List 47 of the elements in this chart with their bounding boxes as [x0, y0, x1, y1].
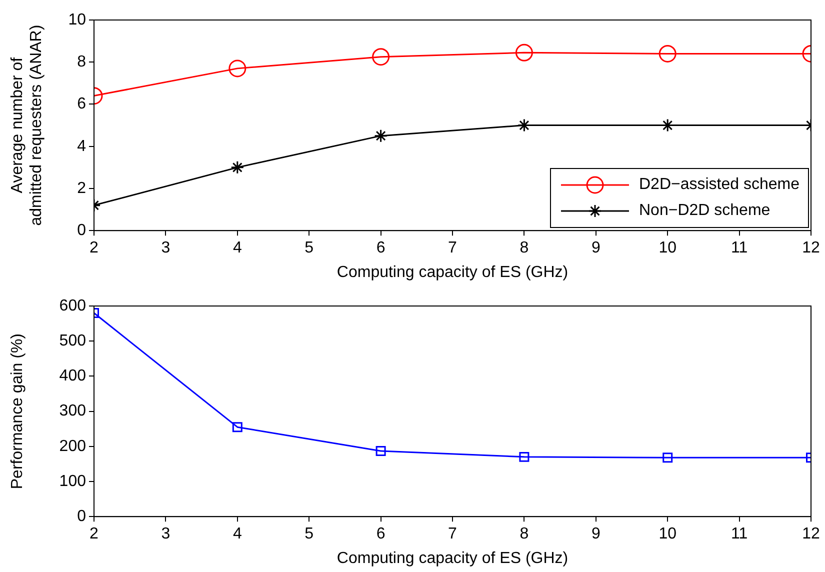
point: [515, 44, 533, 62]
y-tick-label: 300: [59, 402, 86, 420]
x-tick-label: 2: [90, 240, 99, 257]
y-tick-label: 4: [77, 138, 86, 155]
x-tick-label: 9: [591, 240, 600, 257]
y-tick-label: 8: [77, 54, 86, 71]
y-axis-title: Average number of admitted requesters (ANAR): [9, 24, 46, 226]
x-tick-label: 5: [304, 526, 314, 543]
legend-label: Non−D2D scheme: [639, 202, 770, 220]
x-tick-label: 8: [520, 526, 529, 543]
x-tick-label: 6: [376, 526, 386, 543]
point: [517, 118, 531, 132]
x-tick-label: 9: [591, 526, 600, 543]
x-tick-label: 12: [802, 526, 820, 543]
x-tick-label: 7: [448, 240, 458, 257]
y-tick-label: 6: [77, 96, 86, 113]
x-tick-label: 11: [730, 526, 748, 543]
y-tick-label: 0: [77, 508, 86, 526]
x-tick-label: 8: [520, 240, 529, 257]
x-tick-label: 10: [658, 240, 677, 257]
x-tick-label: 3: [161, 240, 170, 257]
point: [374, 129, 388, 143]
y-tick-label: 0: [77, 222, 86, 240]
x-tick-label: 6: [376, 240, 386, 257]
point: [376, 446, 386, 456]
x-tick-label: 2: [90, 526, 99, 543]
y-tick-label: 100: [59, 472, 86, 490]
x-tick-label: 4: [232, 526, 242, 543]
y-axis-title: Performance gain (%): [9, 333, 26, 490]
point: [372, 48, 390, 66]
y-tick-label: 2: [77, 180, 86, 197]
y-tick-label: 500: [59, 332, 86, 350]
y-tick-label: 10: [68, 11, 86, 28]
x-tick-label: 5: [304, 240, 314, 257]
legend-label: D2D−assisted scheme: [639, 176, 800, 194]
x-tick-label: 10: [658, 526, 677, 543]
y-tick-label: 600: [59, 297, 86, 314]
x-axis-title: Computing capacity of ES (GHz): [336, 550, 568, 567]
x-tick-label: 7: [448, 526, 458, 543]
point: [519, 452, 530, 462]
x-tick-label: 4: [232, 240, 242, 257]
x-axis-title: Computing capacity of ES (GHz): [336, 264, 568, 281]
x-tick-label: 3: [161, 526, 170, 543]
y-tick-label: 400: [59, 368, 86, 385]
x-tick-label: 12: [802, 240, 820, 257]
y-tick-label: 200: [59, 438, 86, 455]
x-tick-label: 11: [730, 240, 748, 257]
